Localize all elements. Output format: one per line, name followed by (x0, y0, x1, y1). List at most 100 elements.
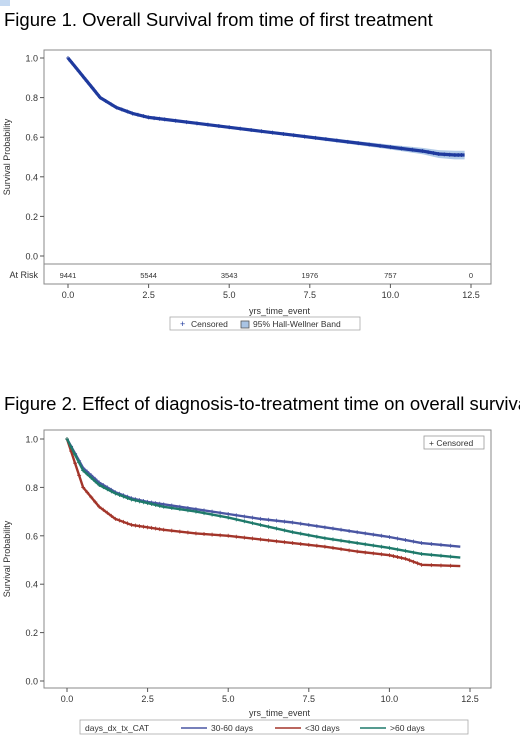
at-risk-frame (43, 263, 492, 285)
censored-mark (431, 151, 436, 156)
censored-mark (71, 62, 76, 67)
censored-mark (79, 72, 84, 77)
censored-mark (371, 551, 376, 556)
censored-mark (141, 500, 146, 505)
censored-marks (65, 437, 453, 559)
y-tick-label: 1.0 (25, 54, 38, 64)
censored-mark (313, 135, 318, 140)
censored-mark (403, 548, 408, 553)
censored-mark (135, 112, 140, 117)
censored-mark (379, 544, 384, 549)
censored-mark (448, 543, 453, 548)
x-tick-label: 7.5 (303, 694, 316, 704)
censored-mark (314, 543, 319, 548)
censored-mark (202, 531, 207, 536)
censored-mark (185, 508, 190, 513)
censored-mark (129, 497, 134, 502)
censored-mark (347, 539, 352, 544)
censored-mark (92, 89, 97, 94)
censored-mark (411, 559, 416, 564)
censored-mark (448, 563, 453, 568)
x-tick-label: 10.0 (381, 694, 399, 704)
censored-mark (290, 520, 295, 525)
censored-mark (74, 65, 79, 70)
x-axis-label: yrs_time_event (249, 306, 311, 316)
at-risk-label: At Risk (9, 270, 38, 280)
censored-mark (226, 512, 231, 517)
legend-series-label: 30-60 days (211, 723, 253, 733)
legend-band-swatch (240, 320, 250, 329)
censored-mark (145, 525, 150, 530)
censored-mark (250, 521, 255, 526)
censored-marks (65, 437, 453, 568)
censored-mark (395, 536, 400, 541)
censored-mark (194, 121, 199, 126)
censored-mark (334, 138, 339, 143)
censored-mark (306, 522, 311, 527)
censored-mark (119, 107, 124, 112)
censored-mark (438, 553, 443, 558)
censored-mark (330, 545, 335, 550)
censored-mark (216, 124, 221, 129)
censored-mark (105, 487, 110, 492)
censored-mark (363, 550, 368, 555)
censored-mark (330, 526, 335, 531)
censored-mark (133, 498, 138, 503)
censored-mark (218, 514, 223, 519)
censored-mark (98, 95, 103, 100)
legend-frame (79, 719, 469, 735)
censored-mark (258, 522, 263, 527)
censored-mark (145, 501, 150, 506)
censored-mark (66, 56, 70, 60)
censored-mark (403, 556, 408, 561)
censored-mark (121, 494, 126, 499)
censored-mark (89, 475, 94, 480)
censored-mark (419, 562, 424, 567)
survival-curve-overall (66, 56, 465, 157)
censored-mark (387, 545, 392, 550)
censored-mark (347, 548, 352, 553)
at-risk-count: 757 (384, 271, 397, 280)
censored-mark (391, 554, 396, 559)
censored-mark (169, 528, 174, 533)
censored-mark (81, 468, 86, 473)
censored-mark (193, 509, 198, 514)
censored-mark (345, 139, 350, 144)
y-tick-label: 0.0 (25, 677, 38, 687)
censored-mark (438, 542, 443, 547)
legend-censored-symbol: + (180, 319, 185, 329)
at-risk-count: 3543 (221, 271, 238, 280)
censored-mark (68, 59, 73, 64)
censored-mark (76, 69, 81, 74)
at-risk-count: 9441 (60, 271, 77, 280)
censored-mark (81, 485, 86, 490)
censored-mark (153, 526, 158, 531)
censored-mark (339, 538, 344, 543)
censored-mark (97, 504, 102, 509)
at-risk-count: 5544 (140, 271, 157, 280)
censored-mark (371, 543, 376, 548)
censored-mark (133, 523, 138, 528)
censored-mark (113, 516, 118, 521)
hall-wellner-band (68, 58, 465, 160)
censored-mark (371, 532, 376, 537)
figure-1-title: Figure 1. Overall Survival from time of … (4, 9, 433, 30)
figure-2-chart: 0.0 0.2 0.4 0.6 0.8 1.0 Survival Probability 0.… (2, 429, 492, 735)
censored-mark (395, 554, 400, 559)
censored-mark (448, 554, 453, 559)
censored-mark (403, 538, 408, 543)
censored-mark (298, 531, 303, 536)
censored-mark (103, 98, 108, 103)
censored-mark (459, 153, 464, 158)
censored-mark (322, 536, 327, 541)
censored-mark (399, 146, 404, 151)
censored-mark (266, 524, 271, 529)
censored-mark (322, 525, 327, 530)
plot-frame (43, 49, 492, 265)
censored-mark (125, 521, 130, 526)
legend-censored-label: Censored (191, 319, 228, 329)
censored-mark (363, 531, 368, 536)
censored-mark (379, 533, 384, 538)
censored-mark (415, 561, 420, 566)
censored-mark (125, 495, 130, 500)
